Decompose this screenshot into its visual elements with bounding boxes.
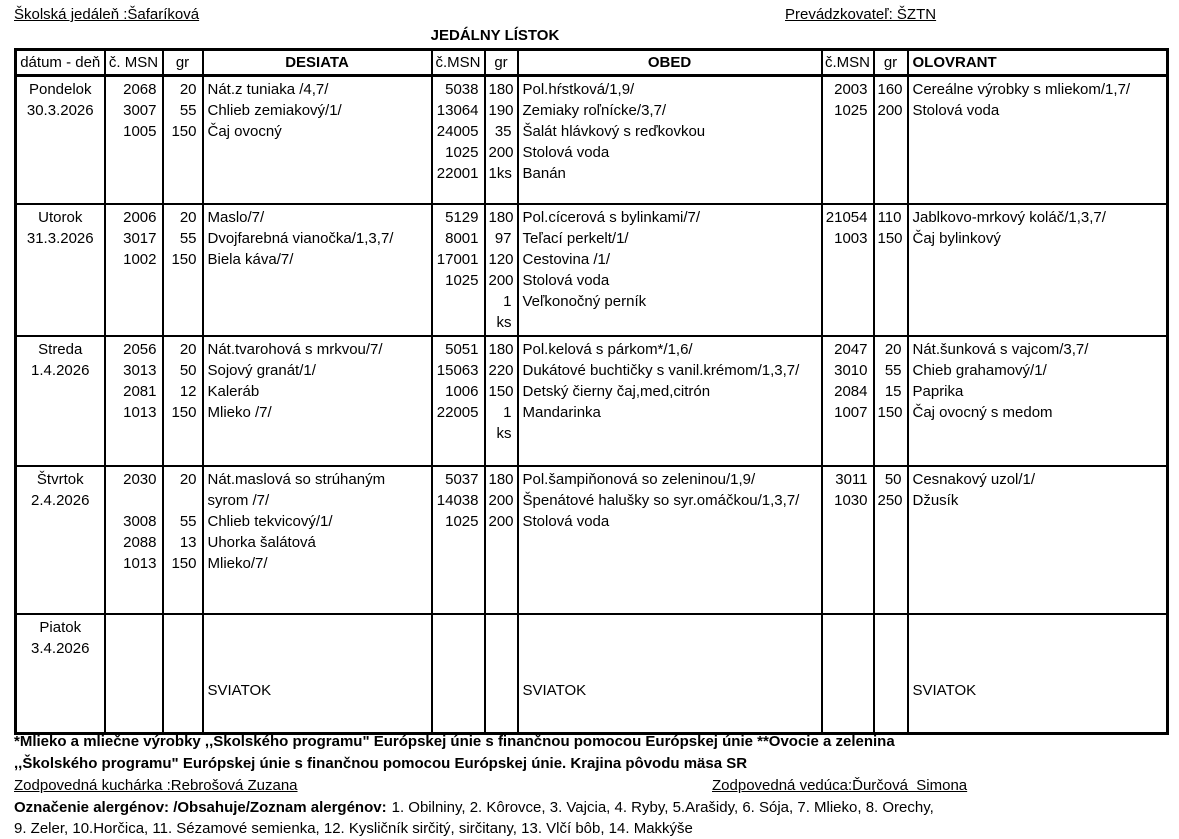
obed-items-cell: Pol.hŕstková/1,9/ Zemiaky roľnícke/3,7/ … (516, 74, 823, 205)
col-header-olovrant: OLOVRANT (906, 48, 1169, 77)
olovrant-gr-cell (872, 612, 909, 735)
olovrant-gr-cell: 110 150 (872, 202, 909, 337)
operator-name: Prevádzkovateľ: ŠZTN (785, 6, 937, 23)
obed-items-cell: SVIATOK (516, 612, 823, 735)
olovrant-items-cell: Nát.šunková s vajcom/3,7/ Chieb grahamov… (906, 334, 1169, 467)
program-note-continuation: ,,Školského programu" Európskej únie s f… (14, 755, 748, 772)
desiata-msn-cell: 2030 3008 2088 1013 (103, 464, 164, 615)
menu-row: Streda 1.4.2026 2056 3013 2081 1013 20 50 … (14, 334, 1169, 467)
col-header-date: dátum - deň (14, 48, 106, 77)
desiata-gr-cell (161, 612, 204, 735)
desiata-msn-cell: 2056 3013 2081 1013 (103, 334, 164, 467)
milk-program-note: *Mlieko a mliečne výrobky ,,Školského pr… (14, 733, 895, 750)
menu-table: dátum - deň č. MSN gr DESIATA č.MSN gr O… (14, 48, 1169, 735)
manager-name: Zodpovedná vedúca:Ďurčová Simona (712, 777, 968, 794)
desiata-items-cell: Nát.maslová so strúhaným syrom /7/ Chlie… (201, 464, 433, 615)
menu-row: Pondelok 30.3.2026 2068 3007 1005 20 55 15… (14, 74, 1169, 205)
menu-row: Štvrtok 2.4.2026 2030 3008 2088 1013 20 55… (14, 464, 1169, 615)
school-name: Školská jedáleň :Šafaríková (14, 6, 200, 23)
obed-gr-cell: 180 97 120 200 1 ks (483, 202, 519, 337)
olovrant-msn-cell: 3011 1030 (820, 464, 875, 615)
obed-items-cell: Pol.kelová s párkom*/1,6/ Dukátové bucht… (516, 334, 823, 467)
obed-gr-cell: 180 220 150 1 ks (483, 334, 519, 467)
desiata-gr-cell: 20 55 150 (161, 74, 204, 205)
obed-msn-cell: 5037 14038 1025 (430, 464, 486, 615)
desiata-gr-cell: 20 50 12 150 (161, 334, 204, 467)
obed-gr-cell: 180 200 200 (483, 464, 519, 615)
olovrant-items-cell: Cereálne výrobky s mliekom/1,7/ Stolová … (906, 74, 1169, 205)
desiata-msn-cell (103, 612, 164, 735)
col-header-gr-desiata: gr (161, 48, 204, 77)
olovrant-msn-cell (820, 612, 875, 735)
col-header-desiata: DESIATA (201, 48, 433, 77)
allergen-list-line1: Označenie alergénov: /Obsahuje/Zoznam al… (14, 799, 934, 816)
olovrant-items-cell: SVIATOK (906, 612, 1169, 735)
menu-row: Piatok 3.4.2026 SVIATOK SVIATOK SVIATOK (14, 612, 1169, 735)
obed-msn-cell: 5051 15063 1006 22005 (430, 334, 486, 467)
desiata-items-cell: Nát.z tuniaka /4,7/ Chlieb zemiakový/1/ … (201, 74, 433, 205)
obed-msn-cell (430, 612, 486, 735)
desiata-gr-cell: 20 55 13 150 (161, 464, 204, 615)
menu-row: Utorok 31.3.2026 2006 3017 1002 20 55 150 M… (14, 202, 1169, 337)
day-cell: Streda 1.4.2026 (14, 334, 106, 467)
olovrant-items-cell: Jablkovo-mrkový koláč/1,3,7/ Čaj bylinko… (906, 202, 1169, 337)
day-cell: Piatok 3.4.2026 (14, 612, 106, 735)
day-cell: Utorok 31.3.2026 (14, 202, 106, 337)
obed-msn-cell: 5129 8001 17001 1025 (430, 202, 486, 337)
col-header-msn-obed: č.MSN (430, 48, 486, 77)
desiata-items-cell: SVIATOK (201, 612, 433, 735)
olovrant-msn-cell: 2047 3010 2084 1007 (820, 334, 875, 467)
allergen-list-label: Označenie alergénov: /Obsahuje/Zoznam al… (14, 799, 387, 816)
desiata-msn-cell: 2006 3017 1002 (103, 202, 164, 337)
olovrant-msn-cell: 21054 1003 (820, 202, 875, 337)
desiata-gr-cell: 20 55 150 (161, 202, 204, 337)
col-header-msn-desiata: č. MSN (103, 48, 164, 77)
desiata-items-cell: Nát.tvarohová s mrkvou/7/ Sojový granát/… (201, 334, 433, 467)
col-header-gr-obed: gr (483, 48, 519, 77)
menu-table-body: Pondelok 30.3.2026 2068 3007 1005 20 55 15… (14, 74, 1169, 735)
olovrant-gr-cell: 50 250 (872, 464, 909, 615)
header-row: dátum - deň č. MSN gr DESIATA č.MSN gr O… (14, 48, 1169, 77)
col-header-obed: OBED (516, 48, 823, 77)
olovrant-gr-cell: 160 200 (872, 74, 909, 205)
obed-items-cell: Pol.šampiňonová so zeleninou/1,9/ Špenát… (516, 464, 823, 615)
day-cell: Štvrtok 2.4.2026 (14, 464, 106, 615)
desiata-msn-cell: 2068 3007 1005 (103, 74, 164, 205)
cook-name: Zodpovedná kuchárka :Rebrošová Zuzana (14, 777, 298, 794)
obed-msn-cell: 5038 13064 24005 1025 22001 (430, 74, 486, 205)
col-header-msn-olovrant: č.MSN (820, 48, 875, 77)
obed-gr-cell: 180 190 35 200 1ks (483, 74, 519, 205)
allergen-items-part1: 1. Obilniny, 2. Kôrovce, 3. Vajcia, 4. R… (391, 799, 934, 816)
obed-items-cell: Pol.cícerová s bylinkami/7/ Teľací perke… (516, 202, 823, 337)
page-title: JEDÁLNY LÍSTOK (430, 27, 560, 44)
olovrant-items-cell: Cesnakový uzol/1/ Džusík (906, 464, 1169, 615)
desiata-items-cell: Maslo/7/ Dvojfarebná vianočka/1,3,7/ Bie… (201, 202, 433, 337)
olovrant-msn-cell: 2003 1025 (820, 74, 875, 205)
allergen-list-line2: 9. Zeler, 10.Horčica, 11. Sézamové semie… (14, 820, 693, 837)
day-cell: Pondelok 30.3.2026 (14, 74, 106, 205)
olovrant-gr-cell: 20 55 15 150 (872, 334, 909, 467)
obed-gr-cell (483, 612, 519, 735)
col-header-gr-olovrant: gr (872, 48, 909, 77)
